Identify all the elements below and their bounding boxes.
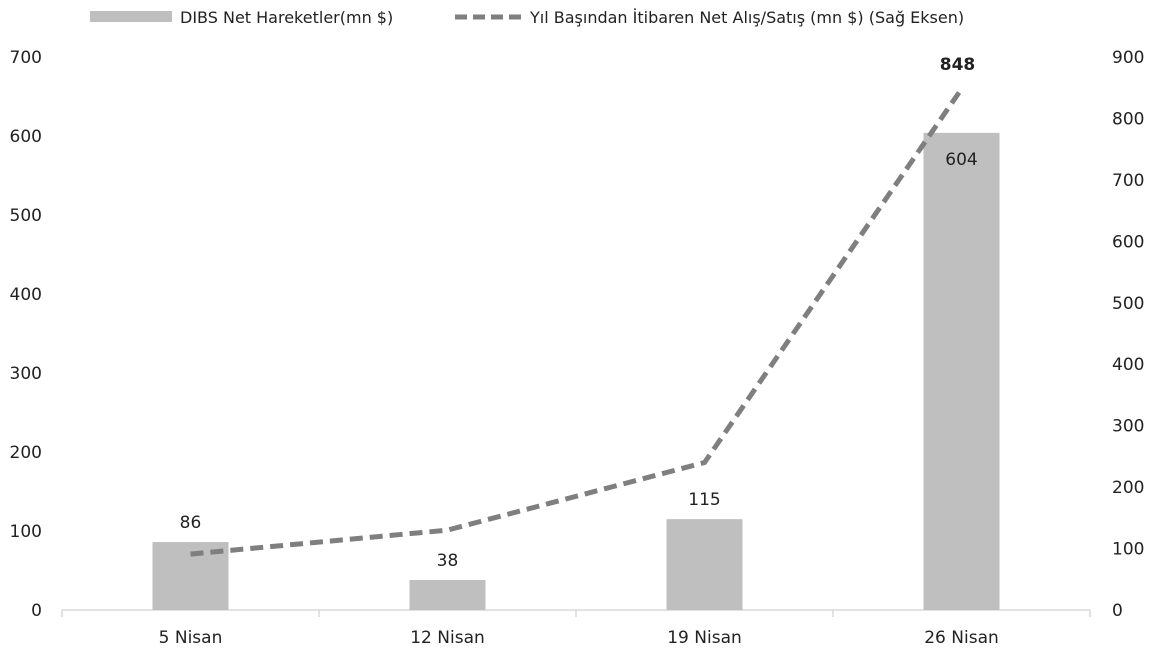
bar-data-label: 604 bbox=[945, 150, 977, 170]
bar bbox=[409, 579, 486, 610]
data-labels: 86 38 115 604 848 bbox=[180, 55, 978, 571]
left-axis: 0 100 200 300 400 500 600 700 bbox=[10, 48, 42, 621]
bar-series bbox=[152, 132, 1000, 610]
x-axis-ticks bbox=[61, 610, 1091, 617]
category-label: 19 Nisan bbox=[667, 628, 742, 648]
right-tick-label: 600 bbox=[1112, 232, 1144, 252]
bar-data-label: 86 bbox=[180, 513, 202, 533]
bar bbox=[923, 132, 1000, 610]
legend-bar-swatch bbox=[90, 11, 172, 22]
left-tick-label: 400 bbox=[10, 285, 42, 305]
bar bbox=[666, 519, 743, 610]
bar-data-label: 38 bbox=[437, 551, 459, 571]
category-label: 5 Nisan bbox=[159, 628, 223, 648]
right-tick-label: 0 bbox=[1112, 601, 1123, 621]
left-tick-label: 700 bbox=[10, 48, 42, 68]
left-tick-label: 300 bbox=[10, 364, 42, 384]
right-tick-label: 200 bbox=[1112, 478, 1144, 498]
left-tick-label: 100 bbox=[10, 522, 42, 542]
right-tick-label: 100 bbox=[1112, 540, 1144, 560]
right-tick-label: 700 bbox=[1112, 171, 1144, 191]
right-tick-label: 300 bbox=[1112, 417, 1144, 437]
right-tick-label: 900 bbox=[1112, 48, 1144, 68]
legend-label-bar: DIBS Net Hareketler(mn $) bbox=[180, 8, 393, 27]
bar-data-label: 115 bbox=[688, 490, 720, 510]
left-tick-label: 0 bbox=[31, 601, 42, 621]
line-series bbox=[190, 87, 964, 557]
line-path bbox=[190, 87, 964, 557]
category-label: 12 Nisan bbox=[410, 628, 485, 648]
category-labels: 5 Nisan 12 Nisan 19 Nisan 26 Nisan bbox=[159, 628, 999, 648]
line-data-label: 848 bbox=[940, 55, 976, 75]
legend-label-line: Yıl Başından İtibaren Net Alış/Satış (mn… bbox=[529, 8, 964, 27]
right-axis: 0 100 200 300 400 500 600 700 800 900 bbox=[1112, 48, 1144, 621]
right-tick-label: 500 bbox=[1112, 294, 1144, 314]
left-tick-label: 200 bbox=[10, 443, 42, 463]
right-tick-label: 800 bbox=[1112, 109, 1144, 129]
left-tick-label: 600 bbox=[10, 127, 42, 147]
category-label: 26 Nisan bbox=[924, 628, 999, 648]
legend: DIBS Net Hareketler(mn $) Yıl Başından İ… bbox=[90, 8, 964, 27]
right-tick-label: 400 bbox=[1112, 355, 1144, 375]
left-tick-label: 500 bbox=[10, 206, 42, 226]
